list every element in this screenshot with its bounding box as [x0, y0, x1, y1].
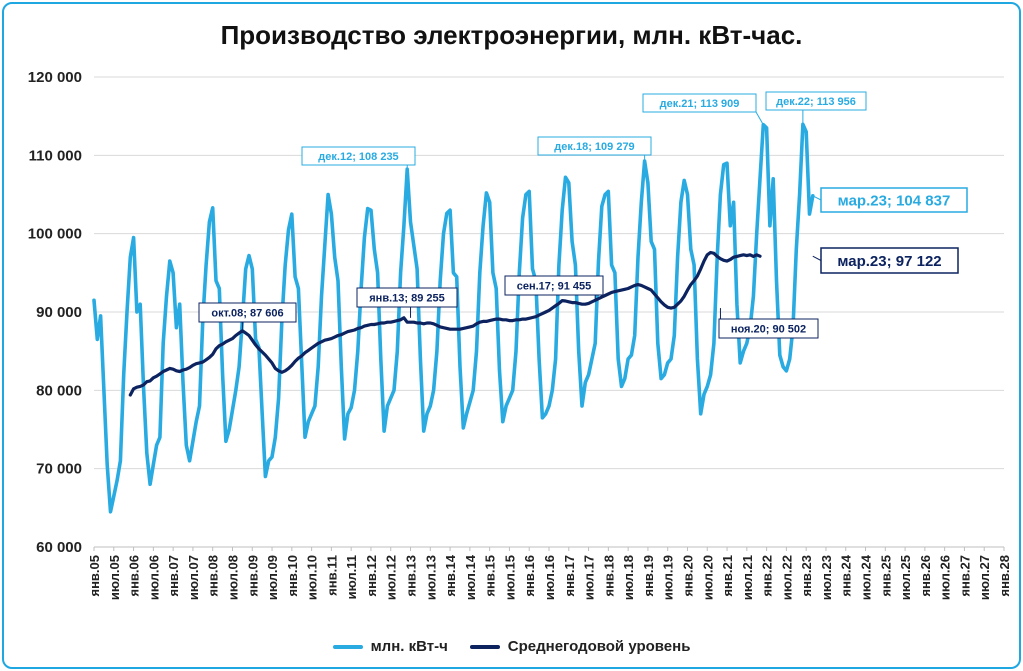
- data-label-text: дек.21; 113 909: [660, 98, 740, 110]
- x-tick-label: янв.05: [87, 555, 102, 597]
- x-tick-label: янв.06: [127, 555, 142, 597]
- data-label-oct08: окт.08; 87 606: [198, 302, 297, 331]
- data-label-box: [820, 247, 959, 274]
- x-tick-label: июл.07: [186, 555, 201, 600]
- data-label-dec18: дек.18; 109 279: [537, 136, 652, 161]
- x-tick-label: янв.17: [562, 555, 577, 597]
- x-tick-label: янв.13: [404, 555, 419, 597]
- x-tick-label: июл.08: [225, 555, 240, 600]
- x-tick-label: июл.27: [977, 555, 992, 600]
- x-tick-label: янв.18: [601, 555, 616, 597]
- data-label-box: [537, 136, 652, 156]
- y-tick-label: 110 000: [29, 147, 82, 164]
- legend-item-monthly: млн. кВт-ч: [332, 638, 448, 655]
- data-label-box: [301, 146, 416, 166]
- x-tick-label: янв.16: [522, 555, 537, 597]
- y-tick-label: 80 000: [36, 382, 82, 399]
- y-tick-label: 60 000: [36, 539, 82, 556]
- data-label-dec12: дек.12; 108 235: [301, 146, 416, 170]
- x-tick-label: янв.07: [166, 555, 181, 597]
- data-label-box: [765, 91, 867, 111]
- legend-swatch-annual: [469, 644, 500, 649]
- data-label-text: мар.23; 104 837: [838, 192, 951, 209]
- x-tick-label: янв.09: [245, 555, 260, 597]
- data-label-box: [356, 287, 458, 308]
- data-label-jan13: янв.13; 89 255: [356, 287, 458, 318]
- series-line-annual: [128, 250, 762, 397]
- series-line-monthly: [92, 122, 815, 514]
- data-label-text: мар.23; 97 122: [837, 253, 941, 270]
- x-tick-label: янв.27: [957, 555, 972, 597]
- x-tick-label: янв.24: [839, 554, 854, 596]
- y-tick-label: 100 000: [28, 226, 82, 243]
- x-tick-label: июл.21: [740, 555, 755, 600]
- x-tick-label: июл.14: [463, 554, 478, 600]
- x-tick-label: июл.16: [542, 555, 557, 600]
- data-label-box: [718, 318, 819, 339]
- legend: млн. кВт-ч Среднегодовой уровень: [4, 638, 1019, 655]
- x-tick-label: янв.22: [760, 555, 775, 597]
- legend-label-annual: Среднегодовой уровень: [507, 638, 691, 655]
- x-tick-label: янв.21: [720, 555, 735, 597]
- x-tick-label: июл.25: [898, 555, 913, 600]
- data-label-mar23m: мар.23; 104 837: [812, 187, 968, 213]
- data-label-dec21: дек.21; 113 909: [642, 93, 764, 125]
- data-label-dec22: дек.22; 113 956: [765, 91, 867, 125]
- data-label-leader: [812, 255, 822, 261]
- y-tick-label: 90 000: [36, 304, 82, 321]
- data-label-nov20: ноя.20; 90 502: [718, 308, 819, 339]
- x-tick-label: июл.20: [700, 555, 715, 600]
- x-tick-label: янв.23: [799, 555, 814, 597]
- data-label-text: окт.08; 87 606: [211, 307, 283, 319]
- data-label-box: [820, 187, 968, 213]
- x-tick-label: янв.10: [285, 555, 300, 597]
- data-label-leader: [755, 111, 764, 125]
- x-tick-label: янв.26: [918, 555, 933, 597]
- data-label-text: ноя.20; 90 502: [731, 323, 806, 335]
- data-label-box: [504, 275, 604, 296]
- x-tick-label: июл.13: [423, 555, 438, 600]
- data-label-leader: [812, 195, 822, 201]
- data-label-text: сен.17; 91 455: [517, 280, 592, 292]
- data-label-text: янв.13; 89 255: [369, 292, 444, 304]
- x-tick-label: янв.19: [641, 555, 656, 597]
- x-tick-label: июл.18: [621, 555, 636, 600]
- x-tick-label: июл.10: [305, 555, 320, 600]
- data-label-mar23a: мар.23; 97 122: [812, 247, 959, 274]
- x-tick-label: июл.19: [661, 555, 676, 600]
- x-tick-label: июл.26: [938, 555, 953, 600]
- x-tick-label: июл.05: [107, 555, 122, 600]
- legend-swatch-monthly: [332, 644, 363, 649]
- data-label-box: [198, 302, 297, 323]
- x-tick-label: янв.25: [878, 555, 893, 597]
- x-tick-label: янв.20: [680, 555, 695, 597]
- x-tick-label: янв.12: [364, 555, 379, 597]
- x-tick-label: июл.09: [265, 555, 280, 600]
- x-tick-label: июл.17: [582, 555, 597, 600]
- x-tick-label: июл.15: [502, 555, 517, 600]
- x-tick-label: янв.28: [997, 555, 1012, 597]
- x-tick-label: янв.11: [324, 555, 339, 596]
- x-tick-label: янв.08: [206, 555, 221, 597]
- chart-title: Производство электроэнергии, млн. кВт-ча…: [220, 20, 803, 50]
- data-label-text: дек.12; 108 235: [318, 151, 398, 163]
- x-tick-label: янв.14: [443, 554, 458, 596]
- data-label-box: [642, 93, 757, 113]
- x-tick-label: янв.15: [483, 555, 498, 597]
- x-tick-label: июл.11: [344, 555, 359, 599]
- data-label-text: дек.22; 113 956: [776, 96, 856, 108]
- legend-label-monthly: млн. кВт-ч: [370, 638, 448, 655]
- legend-item-annual: Среднегодовой уровень: [469, 638, 691, 655]
- x-tick-label: июл.12: [384, 555, 399, 600]
- x-tick-label: июл.23: [819, 555, 834, 600]
- x-tick-label: июл.22: [779, 555, 794, 600]
- y-tick-label: 120 000: [28, 69, 82, 86]
- y-tick-label: 70 000: [36, 461, 82, 478]
- data-label-text: дек.18; 109 279: [554, 141, 634, 153]
- chart-plot: 60 000 70 000 80 000 90 000 100 000 110 000 12…: [28, 69, 1012, 600]
- x-tick-label: июл.24: [859, 554, 874, 600]
- data-label-sep17: сен.17; 91 455: [504, 275, 604, 301]
- x-tick-label: июл.06: [146, 555, 161, 600]
